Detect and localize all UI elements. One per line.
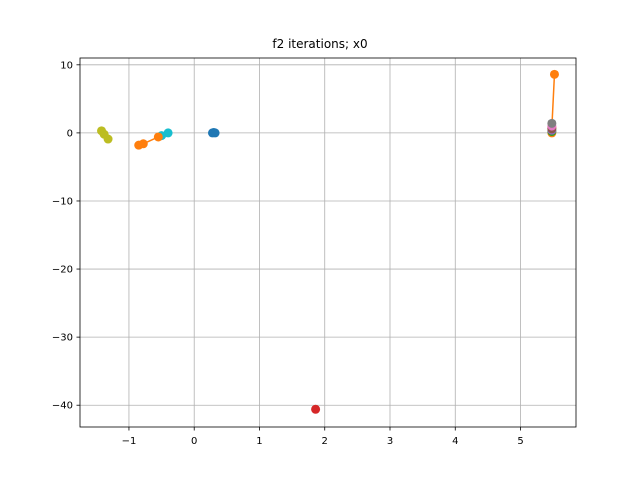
data-point	[311, 404, 321, 414]
data-point	[210, 128, 220, 138]
plot-frame	[79, 57, 577, 428]
y-tick-label: −30	[52, 333, 73, 344]
y-tick-label: 10	[60, 60, 73, 71]
data-point	[549, 69, 559, 79]
data-point	[153, 132, 163, 142]
series-0	[207, 128, 220, 138]
series-3	[311, 404, 321, 414]
data-point	[163, 128, 173, 138]
x-tick-label: 4	[452, 436, 458, 447]
series-layer	[97, 69, 559, 414]
x-tick-label: 3	[387, 436, 393, 447]
x-tick-label: 2	[322, 436, 328, 447]
data-point	[547, 118, 557, 128]
y-tick-label: 0	[67, 128, 73, 139]
y-tick-label: −10	[52, 196, 73, 207]
x-tick-label: −1	[122, 436, 137, 447]
series-8	[97, 126, 113, 144]
series-10	[134, 132, 163, 150]
x-tick-label: 1	[256, 436, 262, 447]
y-tick-label: −40	[52, 401, 73, 412]
chart-title: f2 iterations; x0	[272, 37, 367, 51]
x-tick-label: 5	[517, 436, 523, 447]
x-tick-label: 0	[191, 436, 197, 447]
y-tick-label: −20	[52, 265, 73, 276]
data-point	[103, 134, 113, 144]
series-7	[547, 118, 557, 128]
data-point	[138, 139, 148, 149]
